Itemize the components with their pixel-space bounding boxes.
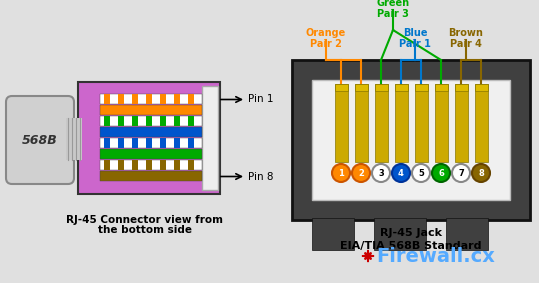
- Bar: [78, 82, 220, 194]
- Bar: [118, 160, 124, 170]
- Text: 568B: 568B: [22, 134, 58, 147]
- Text: Firewall.cx: Firewall.cx: [377, 246, 495, 265]
- Text: 6: 6: [438, 168, 444, 177]
- Bar: [100, 160, 202, 170]
- Bar: [174, 116, 180, 126]
- Text: RJ-45 Jack: RJ-45 Jack: [380, 228, 442, 238]
- Bar: [100, 94, 202, 104]
- Bar: [100, 171, 202, 181]
- Text: RJ-45 Connector view from: RJ-45 Connector view from: [66, 215, 224, 225]
- Bar: [66, 118, 82, 160]
- Text: 5: 5: [418, 168, 424, 177]
- Circle shape: [332, 164, 350, 182]
- Circle shape: [432, 164, 450, 182]
- Bar: [202, 86, 218, 190]
- Bar: [335, 84, 348, 162]
- Bar: [355, 84, 368, 162]
- Bar: [434, 84, 447, 162]
- Circle shape: [352, 164, 370, 182]
- Circle shape: [472, 164, 490, 182]
- Text: 1: 1: [338, 168, 344, 177]
- Bar: [100, 149, 202, 159]
- Text: Blue: Blue: [403, 28, 427, 38]
- Bar: [454, 84, 467, 162]
- Bar: [160, 138, 166, 148]
- Bar: [146, 160, 152, 170]
- Bar: [312, 218, 354, 250]
- Bar: [188, 116, 194, 126]
- Bar: [132, 116, 138, 126]
- Bar: [312, 80, 510, 200]
- Text: Pair 3: Pair 3: [377, 9, 409, 19]
- Bar: [375, 84, 388, 91]
- Bar: [188, 160, 194, 170]
- Bar: [100, 138, 202, 148]
- Text: 4: 4: [398, 168, 404, 177]
- Bar: [146, 94, 152, 104]
- Text: EIA/TIA 568B Standard: EIA/TIA 568B Standard: [340, 241, 482, 251]
- Text: the bottom side: the bottom side: [98, 225, 192, 235]
- Text: Pair 4: Pair 4: [450, 39, 482, 49]
- Text: 2: 2: [358, 168, 364, 177]
- FancyBboxPatch shape: [6, 96, 74, 184]
- Text: Brown: Brown: [448, 28, 483, 38]
- Bar: [146, 116, 152, 126]
- Bar: [374, 218, 426, 250]
- Bar: [104, 160, 110, 170]
- Bar: [474, 84, 487, 162]
- Bar: [104, 138, 110, 148]
- Bar: [414, 84, 427, 91]
- Circle shape: [372, 164, 390, 182]
- Bar: [118, 94, 124, 104]
- Bar: [146, 138, 152, 148]
- Bar: [292, 60, 530, 220]
- Text: 8: 8: [478, 168, 484, 177]
- Bar: [104, 94, 110, 104]
- Bar: [132, 160, 138, 170]
- Text: Green: Green: [376, 0, 410, 8]
- Bar: [100, 116, 202, 126]
- Text: 3: 3: [378, 168, 384, 177]
- Bar: [104, 116, 110, 126]
- Bar: [160, 160, 166, 170]
- Bar: [355, 84, 368, 91]
- Bar: [174, 94, 180, 104]
- Bar: [414, 84, 427, 162]
- Circle shape: [452, 164, 470, 182]
- Bar: [118, 116, 124, 126]
- Bar: [160, 116, 166, 126]
- Text: Orange: Orange: [306, 28, 346, 38]
- Bar: [174, 138, 180, 148]
- Bar: [395, 84, 407, 91]
- Bar: [446, 218, 488, 250]
- Text: 7: 7: [458, 168, 464, 177]
- Circle shape: [392, 164, 410, 182]
- Bar: [434, 84, 447, 91]
- Bar: [335, 84, 348, 91]
- Bar: [474, 84, 487, 91]
- Bar: [160, 94, 166, 104]
- Bar: [100, 127, 202, 137]
- Bar: [395, 84, 407, 162]
- Text: Pin 8: Pin 8: [248, 171, 273, 181]
- Text: Pair 1: Pair 1: [399, 39, 431, 49]
- Bar: [375, 84, 388, 162]
- Bar: [174, 160, 180, 170]
- Bar: [118, 138, 124, 148]
- Text: Pin 1: Pin 1: [248, 95, 273, 104]
- Bar: [132, 94, 138, 104]
- Text: Pair 2: Pair 2: [310, 39, 342, 49]
- Bar: [132, 138, 138, 148]
- Circle shape: [412, 164, 430, 182]
- Bar: [188, 94, 194, 104]
- Bar: [188, 138, 194, 148]
- Bar: [100, 105, 202, 115]
- Bar: [454, 84, 467, 91]
